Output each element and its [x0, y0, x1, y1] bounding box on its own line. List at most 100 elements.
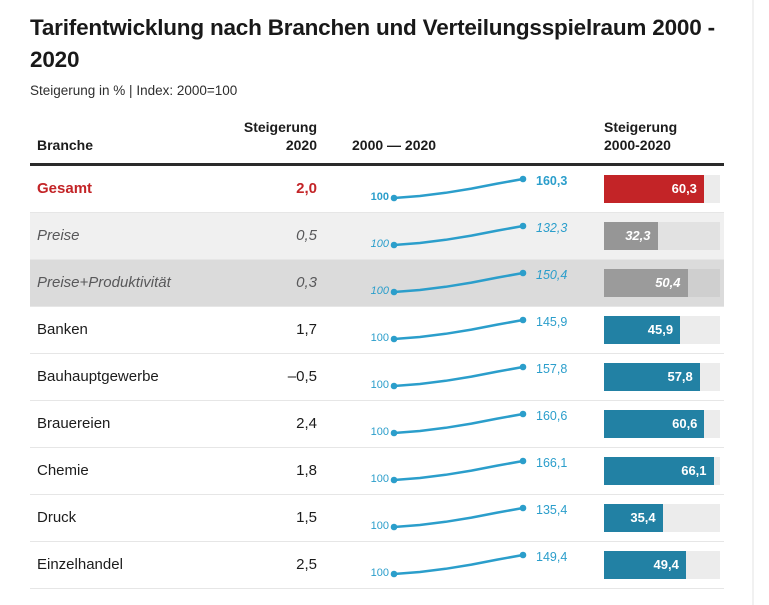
branche-label: Banken [37, 321, 88, 339]
column-header-steigerung-2020-line2: 2020 [285, 136, 317, 153]
table-row: Banken 1,7 100 145,9 45,9 [30, 307, 724, 354]
index-sparkline: 100 135,4 [317, 501, 604, 535]
steigerung-bar: 50,4 [604, 268, 688, 297]
steigerung-bar: 35,4 [604, 503, 663, 532]
table-row: Brauereien 2,4 100 160,6 60,6 [30, 401, 724, 448]
table-row: Preise+Produktivität 0,3 100 150,4 50,4 [30, 259, 724, 307]
sparkline-start-label: 100 [370, 472, 389, 485]
sparkline-chart [390, 504, 527, 531]
branche-label: Preise [37, 227, 80, 245]
branche-label: Gesamt [37, 180, 93, 198]
steigerung-bar: 66,1 [604, 456, 714, 485]
table-row: Druck 1,5 100 135,4 35,4 [30, 495, 724, 542]
branche-label: Einzelhandel [37, 556, 123, 574]
steigerung-bar-label: 45,9 [647, 322, 674, 338]
column-header-steigerung-2020-line1: Steigerung [243, 119, 317, 135]
page-subtitle: Steigerung in % | Index: 2000=100 [30, 83, 238, 98]
index-sparkline: 100 160,3 [317, 172, 604, 206]
steigerung-2020-value: 2,4 [296, 415, 317, 433]
table-row: Bauhauptgewerbe –0,5 100 157,8 57,8 [30, 354, 724, 401]
sparkline-start-label: 100 [370, 237, 389, 250]
chart-content: Tarifentwicklung nach Branchen und Verte… [30, 12, 724, 589]
steigerung-bar-track: 32,3 [604, 221, 720, 250]
branche-label: Bauhauptgewerbe [37, 368, 159, 386]
index-sparkline: 100 160,6 [317, 407, 604, 441]
steigerung-2020-value: 1,7 [296, 321, 317, 339]
steigerung-2020-value: 0,3 [296, 274, 317, 292]
table-row: Einzelhandel 2,5 100 149,4 49,4 [30, 542, 724, 589]
steigerung-bar: 45,9 [604, 315, 681, 344]
page-edge-divider [752, 0, 754, 605]
sparkline-chart [390, 175, 527, 202]
sparkline-chart [390, 222, 527, 249]
steigerung-bar-label: 60,3 [671, 181, 697, 197]
sparkline-start-label: 100 [370, 519, 389, 532]
steigerung-bar: 49,4 [604, 550, 686, 579]
column-header-steigerung-range-line1: Steigerung [604, 119, 678, 135]
sparkline-start-label: 100 [370, 331, 389, 344]
index-sparkline: 100 166,1 [317, 454, 604, 488]
index-sparkline: 100 157,8 [317, 360, 604, 394]
steigerung-bar-label: 32,3 [625, 228, 651, 244]
index-sparkline: 100 150,4 [317, 266, 604, 300]
table-body: Gesamt 2,0 100 160,3 60,3 Preise 0,5 100… [30, 166, 724, 589]
steigerung-bar-label: 57,8 [667, 369, 693, 385]
steigerung-bar-track: 60,6 [604, 409, 720, 438]
steigerung-bar-track: 66,1 [604, 456, 720, 485]
steigerung-bar-label: 66,1 [681, 463, 707, 479]
sparkline-end-label: 160,3 [536, 173, 568, 188]
sparkline-end-label: 145,9 [536, 314, 568, 329]
steigerung-bar: 57,8 [604, 362, 700, 391]
steigerung-2020-value: 0,5 [296, 227, 317, 245]
steigerung-bar-label: 60,6 [672, 416, 698, 432]
sparkline-end-label: 166,1 [536, 455, 568, 470]
steigerung-2020-value: –0,5 [287, 368, 317, 386]
sparkline-end-label: 150,4 [536, 267, 568, 282]
steigerung-bar: 60,3 [604, 174, 704, 203]
sparkline-chart [390, 363, 527, 390]
sparkline-end-label: 157,8 [536, 361, 568, 376]
sparkline-start-label: 100 [370, 566, 389, 579]
steigerung-bar-label: 49,4 [653, 557, 679, 573]
sparkline-end-label: 149,4 [536, 549, 568, 564]
steigerung-bar: 32,3 [604, 221, 658, 250]
steigerung-bar-track: 50,4 [604, 268, 720, 297]
index-sparkline: 100 149,4 [317, 548, 604, 582]
branche-label: Druck [37, 509, 77, 527]
steigerung-2020-value: 2,5 [296, 556, 317, 574]
sparkline-chart [390, 551, 527, 578]
index-sparkline: 100 132,3 [317, 219, 604, 253]
sparkline-chart [390, 457, 527, 484]
column-header-steigerung-2020: Steigerung 2020 [210, 119, 317, 155]
table-row: Preise 0,5 100 132,3 32,3 [30, 212, 724, 260]
column-header-trend: 2000 — 2020 [352, 136, 437, 153]
column-header-steigerung-range-line2: 2000-2020 [604, 136, 671, 153]
sparkline-start-label: 100 [370, 425, 389, 438]
steigerung-bar-label: 50,4 [655, 275, 681, 291]
column-header-branche: Branche [37, 136, 94, 153]
sparkline-start-label: 100 [370, 284, 389, 297]
sparkline-start-label: 100 [370, 378, 389, 391]
sparkline-chart [390, 410, 527, 437]
steigerung-2020-value: 2,0 [296, 180, 317, 198]
sparkline-end-label: 132,3 [536, 220, 568, 235]
page-title: Tarifentwicklung nach Branchen und Verte… [30, 15, 715, 72]
branche-label: Brauereien [37, 415, 111, 433]
branche-label: Preise+Produktivität [37, 274, 171, 292]
branche-label: Chemie [37, 462, 89, 480]
table-header-row: Branche Steigerung 2020 2000 — 2020 Stei… [30, 119, 724, 166]
steigerung-bar-track: 35,4 [604, 503, 720, 532]
sparkline-end-label: 160,6 [536, 408, 568, 423]
steigerung-bar-track: 49,4 [604, 550, 720, 579]
table-row: Chemie 1,8 100 166,1 66,1 [30, 448, 724, 495]
steigerung-bar-label: 35,4 [630, 510, 656, 526]
steigerung-bar: 60,6 [604, 409, 705, 438]
table-row: Gesamt 2,0 100 160,3 60,3 [30, 166, 724, 213]
steigerung-bar-track: 57,8 [604, 362, 720, 391]
sparkline-chart [390, 316, 527, 343]
sparkline-chart [390, 269, 527, 296]
steigerung-bar-track: 45,9 [604, 315, 720, 344]
column-header-steigerung-range: Steigerung 2000-2020 [604, 119, 724, 155]
steigerung-bar-track: 60,3 [604, 174, 720, 203]
